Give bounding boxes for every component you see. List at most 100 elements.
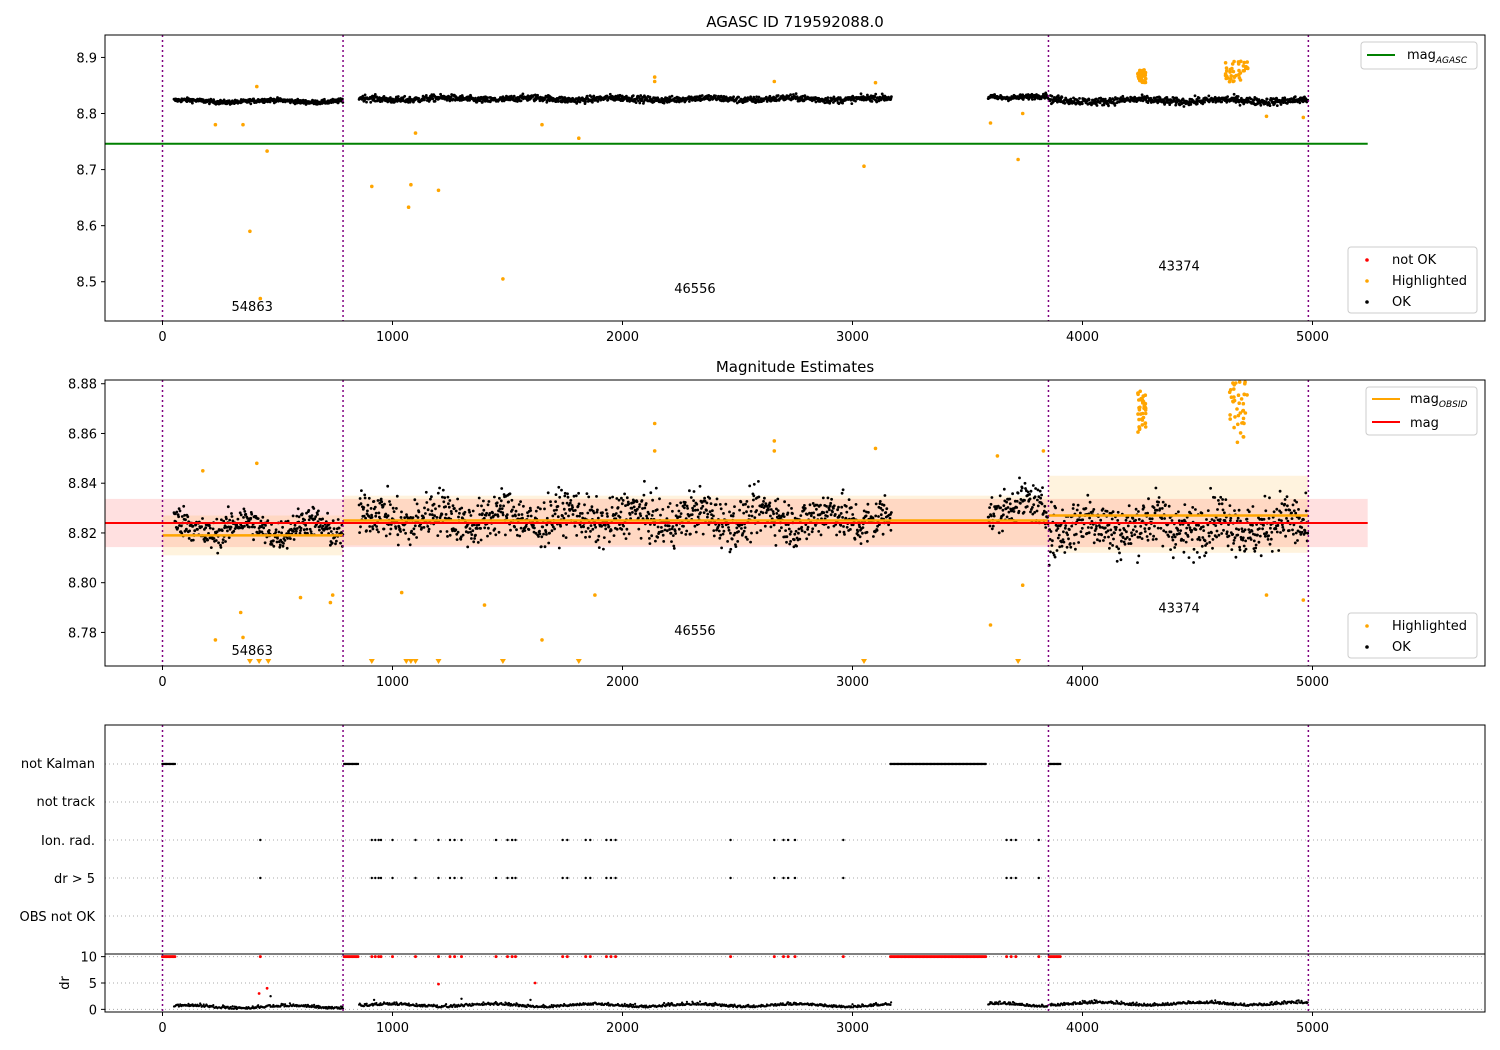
- ok-point: [451, 504, 455, 508]
- legend-mag-label: mag: [1410, 416, 1439, 431]
- highlighted-point: [330, 593, 335, 597]
- highlighted-point: [1238, 431, 1243, 435]
- dr5-point: [370, 876, 373, 880]
- ok-point: [750, 531, 753, 535]
- ok-point: [463, 510, 467, 514]
- ok-point: [763, 496, 766, 500]
- ok-point: [500, 487, 504, 490]
- ok-point: [377, 511, 381, 515]
- ok-point: [1068, 542, 1072, 545]
- ok-point: [821, 496, 825, 500]
- ok-point: [505, 513, 509, 517]
- ok-point: [775, 512, 779, 515]
- ok-point: [1031, 484, 1035, 487]
- ok-point: [839, 512, 843, 515]
- legend-mag-obsid-base: mag: [1410, 392, 1439, 407]
- ok-point: [1263, 534, 1267, 538]
- ok-point: [771, 510, 775, 513]
- ok-point: [1147, 497, 1150, 501]
- ok-point: [323, 97, 326, 101]
- highlighted-point: [413, 131, 418, 135]
- ok-point: [600, 514, 604, 517]
- ok-point: [359, 502, 363, 506]
- ok-point: [1171, 538, 1175, 542]
- ok-point: [1072, 542, 1076, 545]
- highlighted-point: [436, 188, 441, 193]
- ok-point: [477, 496, 481, 500]
- ok-point: [651, 498, 654, 502]
- ok-point: [649, 491, 653, 495]
- ok-point: [1295, 500, 1298, 504]
- ok-point: [628, 513, 632, 516]
- highlighted-point: [254, 461, 259, 466]
- ok-point: [1215, 535, 1218, 539]
- ok-point: [875, 100, 879, 104]
- ok-point: [334, 542, 337, 546]
- ok-point: [740, 527, 743, 530]
- ok-point: [1008, 502, 1012, 506]
- ok-point: [643, 506, 647, 510]
- ok-point: [654, 539, 657, 543]
- ok-point: [998, 494, 1002, 498]
- ok-point: [212, 537, 216, 540]
- ok-point: [494, 533, 498, 537]
- ok-point: [990, 496, 994, 499]
- ok-point: [513, 525, 516, 529]
- ok-point: [1169, 530, 1173, 534]
- flag-label-dr5: dr > 5: [54, 872, 95, 887]
- highlighted-point: [254, 84, 259, 89]
- dr5-point: [391, 876, 394, 880]
- ok-point: [877, 515, 880, 518]
- highlighted-point: [1143, 421, 1147, 426]
- ok-point: [426, 508, 430, 512]
- ok-point: [800, 525, 804, 529]
- ok-point: [709, 502, 713, 505]
- ok-point: [1125, 530, 1128, 534]
- ok-point: [843, 533, 846, 536]
- ok-point: [431, 516, 435, 520]
- ok-point: [1049, 530, 1053, 533]
- ok-point: [1008, 497, 1012, 501]
- ok-point: [1140, 537, 1144, 540]
- highlighted-point: [995, 454, 1000, 458]
- ok-point: [517, 503, 521, 506]
- ok-point: [730, 537, 734, 541]
- ok-point: [321, 524, 325, 528]
- ok-point: [596, 508, 599, 512]
- ok-point: [526, 514, 530, 518]
- y-tick-label: 8.8: [76, 108, 97, 123]
- ok-point: [720, 546, 723, 550]
- ok-point: [191, 524, 195, 528]
- ok-point: [881, 532, 885, 536]
- ok-point: [443, 496, 447, 500]
- ok-point: [584, 100, 587, 104]
- ok-point: [745, 510, 748, 514]
- highlighted-point: [409, 182, 413, 187]
- ion-rad-point: [514, 838, 517, 842]
- ok-point: [832, 504, 836, 508]
- y-tick-label: 8.88: [68, 378, 97, 393]
- ok-point: [677, 509, 681, 513]
- ok-point: [221, 541, 225, 544]
- ok-point: [507, 500, 510, 504]
- ok-point: [683, 506, 686, 510]
- ok-point: [1156, 526, 1160, 530]
- ok-point: [1164, 503, 1167, 507]
- ok-point: [479, 538, 483, 542]
- x-tick-label: 5000: [1296, 330, 1329, 345]
- ok-point: [1195, 102, 1199, 106]
- ok-point: [519, 99, 523, 103]
- ok-point: [1107, 104, 1110, 108]
- ok-point: [1108, 546, 1111, 550]
- ok-point: [383, 502, 386, 506]
- ok-point: [1203, 539, 1207, 543]
- ok-point: [639, 536, 643, 540]
- ok-point: [847, 498, 851, 501]
- ok-point: [527, 528, 531, 531]
- ion-rad-point: [614, 838, 617, 842]
- ok-point: [261, 515, 265, 519]
- ok-point: [992, 514, 996, 518]
- ok-point: [1140, 93, 1144, 97]
- ok-point: [474, 533, 477, 537]
